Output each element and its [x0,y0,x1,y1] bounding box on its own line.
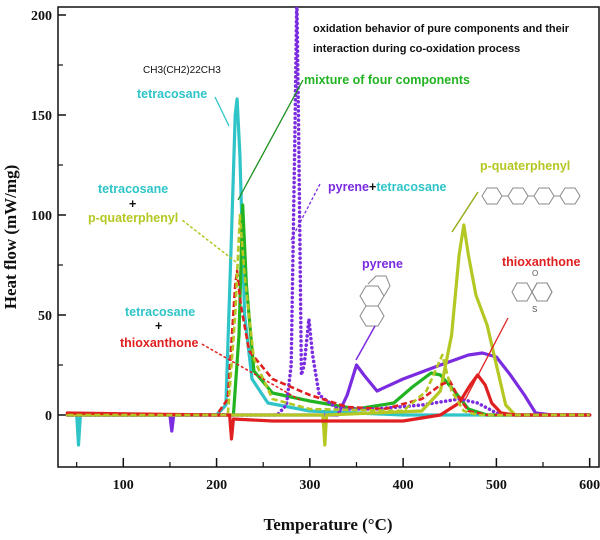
label-tt-thioxanthone: thioxanthone [120,336,199,350]
arrow-tq [181,219,237,263]
label-mixture: mixture of four components [304,73,470,87]
label-pquaterphenyl: p-quaterphenyl [480,159,570,173]
label-pt-plus: + [369,180,376,194]
plot-frame [57,6,600,468]
y-axis-label: Heat flow (mW/mg) [1,165,20,309]
pyrene-structure [359,275,391,327]
x-tick-label: 100 [113,478,134,493]
formula-label: CH3(CH2)22CH3 [143,65,221,76]
series-thioxanthone [65,373,592,441]
arrow-pquaterphenyl [451,191,479,233]
label-tq-plus: + [129,197,136,211]
arrow-thioxanthone [464,317,509,401]
arrow-pyrene [355,325,376,361]
arrow-mixture [237,79,304,201]
x-tick-label: 400 [393,478,414,493]
y-tick-label: 200 [31,9,52,24]
series-pyrene [65,351,592,433]
structure-label-s: S [532,305,537,314]
label-pyrene-tetracosane: pyrene+tetracosane [328,180,447,194]
x-axis-label: Temperature (°C) [263,515,392,534]
arrow-tetracosane [214,96,230,127]
x-tick-label: 200 [206,478,227,493]
label-tt-plus: + [155,319,162,333]
x-tick-label: 300 [299,478,320,493]
y-tick-label: 0 [45,409,52,424]
y-tick-label: 100 [31,209,52,224]
chart-title-line-1: oxidation behavior of pure components an… [313,23,570,35]
label-tt-tetracosane: tetracosane [125,305,195,319]
label-tq-tetracosane: tetracosane [98,182,168,196]
label-tq-pquaterphenyl: p-quaterphenyl [88,211,178,225]
x-tick-label: 500 [486,478,507,493]
label-pyrene: pyrene [362,257,403,271]
thioxanthone-structure [511,282,553,302]
label-pt-tetracosane: tetracosane [376,180,446,194]
label-thioxanthone: thioxanthone [502,255,581,269]
axis-ticks: 100 200 300 400 500 600 0 50 100 150 200 [31,9,600,493]
series-pyrene-tetracosane [65,7,592,417]
chart-title-line-2: interaction during co-oxidation process [313,43,520,55]
x-tick-label: 600 [579,478,600,493]
series-tetracosane [65,97,592,447]
y-tick-label: 50 [38,309,52,324]
label-tetracosane: tetracosane [137,87,207,101]
series-p-quaterphenyl [65,223,592,447]
label-pt-pyrene: pyrene [328,180,369,194]
arrow-pyrene-tetracosane [290,183,321,241]
series-tetracosane-thioxanthone [67,269,590,417]
y-tick-label: 150 [31,109,52,124]
arrow-tt [199,342,301,401]
series-tetracosane-p-quaterphenyl [67,213,590,417]
structure-label-o: O [532,269,538,278]
series-layer [65,7,592,447]
pquaterphenyl-structure [481,187,581,205]
